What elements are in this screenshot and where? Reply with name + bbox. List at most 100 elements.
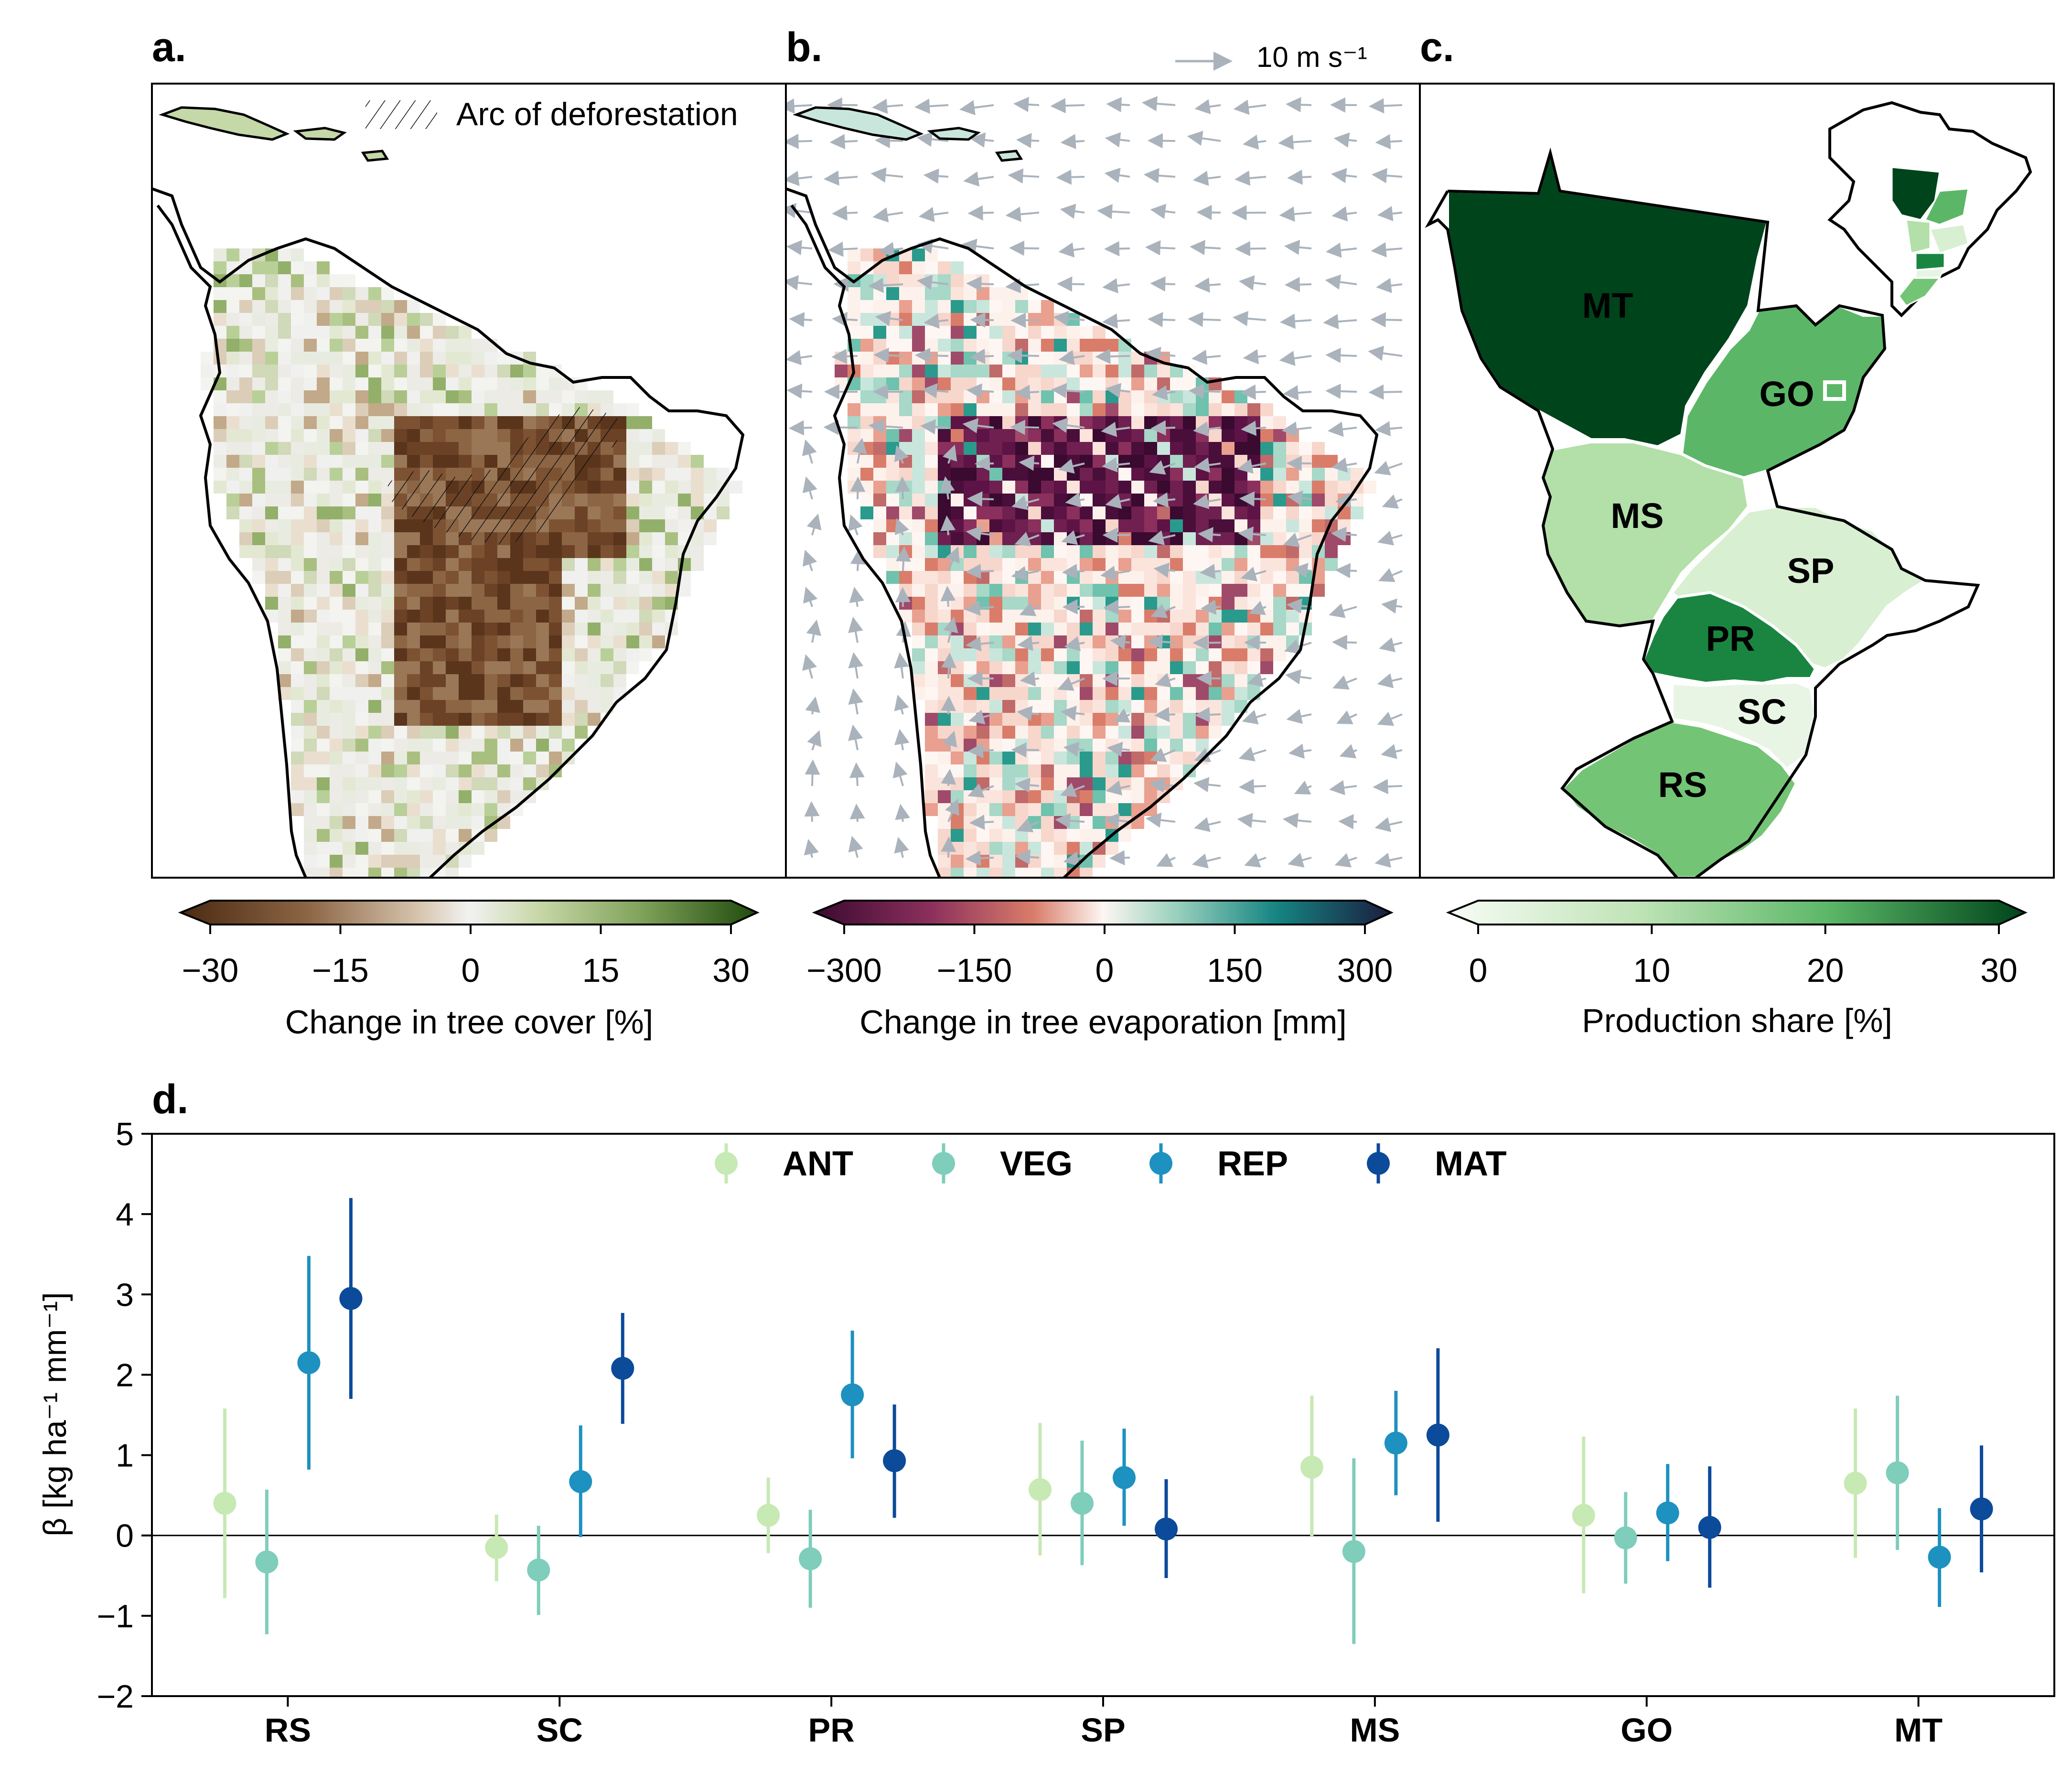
grid-cell — [1054, 326, 1067, 339]
grid-cell — [989, 519, 1002, 532]
grid-cell — [1273, 648, 1286, 661]
grid-cell — [562, 519, 575, 532]
grid-cell — [1196, 648, 1209, 661]
wind-arrow — [1010, 312, 1040, 328]
point-rep — [569, 1470, 592, 1494]
grid-cell — [977, 481, 989, 494]
grid-cell — [214, 287, 226, 300]
grid-cell — [343, 842, 355, 855]
wind-arrow — [802, 439, 817, 464]
grid-cell — [899, 429, 912, 442]
grid-cell — [886, 352, 899, 365]
grid-cell — [330, 764, 343, 777]
grid-cell — [1273, 519, 1286, 532]
wind-arrow — [1065, 492, 1085, 508]
grid-cell — [1170, 545, 1183, 558]
panel-b: b. 10 m s⁻¹ −300 −150 0 150 300 Change in tr… — [785, 24, 1421, 1041]
grid-cell — [291, 700, 304, 713]
grid-cell — [1028, 803, 1041, 816]
grid-cell — [304, 597, 317, 610]
grid-cell — [912, 506, 925, 519]
grid-cell — [355, 532, 368, 545]
grid-cell — [381, 829, 394, 842]
grid-cell — [1183, 494, 1196, 506]
grid-cell — [304, 545, 317, 558]
grid-cell — [420, 532, 433, 545]
grid-cell — [355, 519, 368, 532]
grid-cell — [1067, 403, 1080, 416]
grid-cell — [1209, 403, 1222, 416]
grid-cell — [1002, 532, 1015, 545]
grid-cell — [472, 377, 484, 390]
grid-cell — [1067, 339, 1080, 352]
grid-cell — [1131, 764, 1144, 777]
grid-cell — [886, 287, 899, 300]
grid-cell — [549, 661, 562, 674]
grid-cell — [964, 403, 977, 416]
grid-cell — [497, 584, 510, 597]
grid-cell — [1015, 842, 1028, 855]
grid-cell — [291, 558, 304, 571]
grid-cell — [304, 661, 317, 674]
grid-cell — [1273, 635, 1286, 648]
grid-cell — [1041, 339, 1054, 352]
wind-arrow — [945, 546, 960, 571]
grid-cell — [989, 429, 1002, 442]
grid-cell — [549, 377, 562, 390]
colorbar-a: −30 −15 0 15 30 Change in tree cover [%] — [178, 900, 760, 1041]
wind-arrow — [1327, 421, 1357, 437]
grid-cell — [912, 558, 925, 571]
grid-cell — [265, 300, 278, 313]
wind-arrow — [868, 278, 903, 293]
grid-cell — [1273, 584, 1286, 597]
grid-cell — [291, 519, 304, 532]
grid-cell — [330, 726, 343, 739]
grid-cell — [446, 429, 459, 442]
grid-cell — [343, 442, 355, 455]
grid-cell — [459, 687, 472, 700]
grid-cell — [1131, 610, 1144, 623]
grid-cell — [1118, 403, 1131, 416]
grid-cell — [925, 494, 938, 506]
grid-cell — [951, 300, 964, 313]
inset-SP — [1929, 224, 1969, 254]
grid-cell — [575, 661, 588, 674]
grid-cell — [951, 506, 964, 519]
grid-cell — [1144, 365, 1157, 377]
grid-cell — [562, 726, 575, 739]
grid-cell — [848, 352, 860, 365]
grid-cell — [278, 571, 291, 584]
grid-cell — [964, 868, 977, 878]
grid-cell — [239, 390, 252, 403]
grid-cell — [691, 468, 704, 481]
grid-cell — [925, 648, 938, 661]
grid-cell — [977, 584, 989, 597]
grid-cell — [964, 777, 977, 790]
grid-cell — [278, 610, 291, 623]
wind-arrow — [1145, 346, 1176, 362]
grid-cell — [407, 313, 420, 326]
grid-cell — [964, 287, 977, 300]
grid-cell — [239, 300, 252, 313]
grid-cell — [497, 416, 510, 429]
grid-cell — [1196, 610, 1209, 623]
grid-cell — [433, 610, 446, 623]
grid-cell — [873, 506, 886, 519]
x-tick-label: MT — [1894, 1711, 1943, 1749]
grid-cell — [626, 610, 639, 623]
grid-cell — [278, 248, 291, 261]
grid-cell — [951, 635, 964, 648]
grid-cell — [343, 313, 355, 326]
grid-cell — [665, 571, 678, 584]
grid-cell — [252, 571, 265, 584]
grid-cell — [536, 390, 549, 403]
grid-cell — [938, 545, 951, 558]
grid-cell — [964, 519, 977, 532]
grid-cell — [239, 326, 252, 339]
grid-cell — [1235, 494, 1247, 506]
grid-cell — [1015, 790, 1028, 803]
grid-cell — [510, 584, 523, 597]
grid-cell — [873, 545, 886, 558]
wind-arrow — [1193, 421, 1221, 437]
grid-cell — [1067, 481, 1080, 494]
